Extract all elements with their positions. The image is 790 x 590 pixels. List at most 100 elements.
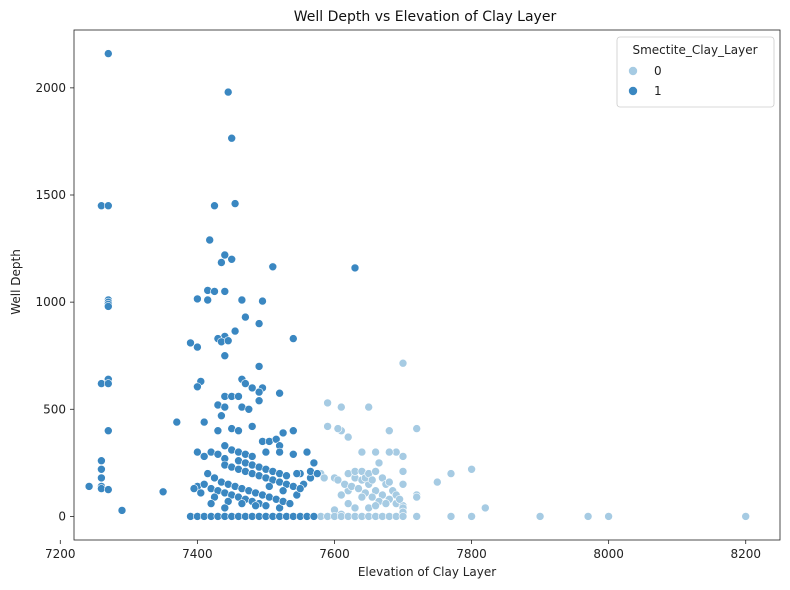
data-point [84,482,94,491]
data-point [227,133,236,143]
data-point [364,402,374,412]
chart-title: Well Depth vs Elevation of Clay Layer [294,9,557,25]
data-point [292,469,302,478]
data-point [237,499,247,508]
data-point [336,490,346,500]
data-point [302,447,312,457]
data-point [446,512,456,521]
data-point [261,501,271,511]
data-point [398,467,408,476]
data-point [104,426,113,436]
data-point [196,488,206,498]
y-tick-label: 500 [43,402,66,416]
data-point [199,417,209,427]
data-point [412,424,422,433]
data-point [210,201,219,210]
data-point [104,379,113,388]
data-point [354,484,363,493]
data-point [467,512,476,521]
x-tick-label: 7400 [182,547,213,561]
data-point [193,382,202,392]
data-point [247,452,257,461]
data-point [199,479,209,489]
data-point [241,312,250,322]
data-point [312,469,322,478]
data-point [357,492,367,502]
data-point [295,484,305,493]
data-point [237,295,247,305]
data-point [220,402,230,412]
data-point [254,396,264,406]
legend-marker-1 [628,86,638,96]
data-point [412,512,422,521]
x-tick-label: 8000 [593,547,624,561]
data-point [343,499,353,508]
data-point [350,503,360,513]
data-point [535,512,545,521]
data-point [251,501,260,511]
data-point [336,402,346,412]
data-point [288,449,298,459]
data-point [264,482,274,491]
data-point [583,512,593,521]
data-point [275,388,284,398]
data-point [213,449,223,459]
data-point [244,404,254,414]
data-point [432,477,442,487]
data-point [172,417,182,427]
data-point [193,294,202,304]
data-point [343,432,353,442]
data-point [309,512,319,521]
data-point [97,456,106,466]
data-point [278,486,288,496]
data-point [254,387,264,397]
data-point [104,49,113,58]
data-point [220,441,230,451]
legend-marker-0 [628,66,638,76]
plot-frame [73,29,781,541]
y-axis-label: Well Depth [9,249,23,315]
data-point [203,469,212,478]
data-point [398,479,408,489]
data-point [467,464,476,474]
y-tick-label: 1000 [35,295,66,309]
legend-entry-0: 0 [654,64,662,78]
data-point [398,512,408,521]
data-point [350,263,360,273]
data-point [97,473,106,483]
data-point [104,302,113,311]
data-point [268,262,278,272]
data-point [220,503,230,513]
data-point [384,447,394,457]
data-point [384,477,394,487]
legend-entry-1: 1 [654,84,662,98]
data-point [205,235,214,245]
data-point [395,494,404,504]
x-axis: 7200 7400 7600 7800 8000 8200 [45,540,761,561]
data-point [158,487,168,497]
data-point [357,447,367,457]
y-tick-label: 1500 [35,188,66,202]
points-layer [84,49,751,521]
legend: Smectite_Clay_Layer 0 1 [616,36,775,108]
data-point [285,499,295,508]
data-point [309,458,319,468]
data-point [367,492,377,502]
data-point [275,447,284,457]
x-tick-label: 7200 [45,547,76,561]
data-point [223,87,233,97]
x-tick-label: 7600 [319,547,350,561]
data-point [412,492,422,502]
data-point [333,475,343,485]
data-point [367,475,377,485]
series-0 [316,358,751,521]
data-point [282,471,291,481]
y-axis: 0 500 1000 1500 2000 [35,81,74,523]
data-point [258,296,267,306]
data-point [230,199,240,208]
data-point [210,287,219,296]
legend-box [616,36,775,108]
data-point [220,351,230,361]
data-point [217,411,226,421]
